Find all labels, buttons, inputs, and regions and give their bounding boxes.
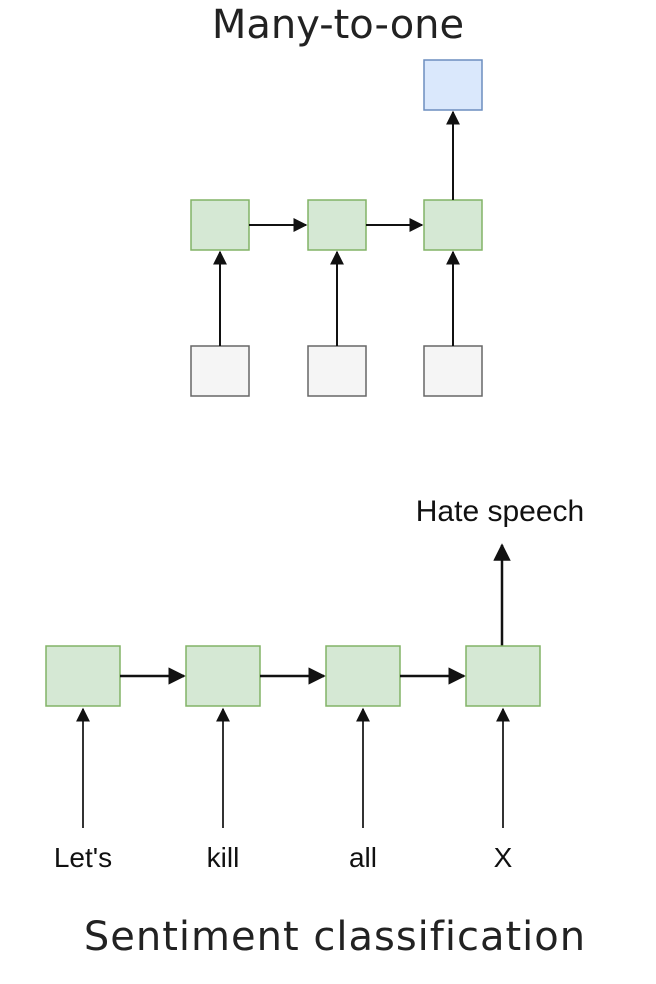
top-input-box-1 (190, 345, 250, 397)
input-word-1: Let's (54, 842, 112, 873)
top-input-box-3 (423, 345, 483, 397)
bottom-hidden-box-1 (45, 645, 121, 707)
bottom-hidden-box-3 (325, 645, 401, 707)
input-word-3: all (349, 842, 377, 873)
input-word-4: X (494, 842, 513, 873)
top-diagram (190, 59, 483, 397)
top-diagram-title: Many-to-one (212, 2, 464, 48)
top-input-box-2 (307, 345, 367, 397)
top-hidden-box-3 (423, 199, 483, 251)
output-label-hate-speech: Hate speech (416, 495, 584, 528)
bottom-hidden-box-2 (185, 645, 261, 707)
bottom-diagram: Hate speech Let's kill all X Sentiment c… (45, 495, 586, 960)
input-word-2: kill (207, 842, 240, 873)
top-hidden-box-2 (307, 199, 367, 251)
top-output-box (423, 59, 483, 111)
bottom-diagram-title: Sentiment classification (84, 914, 586, 960)
bottom-hidden-box-4 (465, 645, 541, 707)
top-hidden-box-1 (190, 199, 250, 251)
